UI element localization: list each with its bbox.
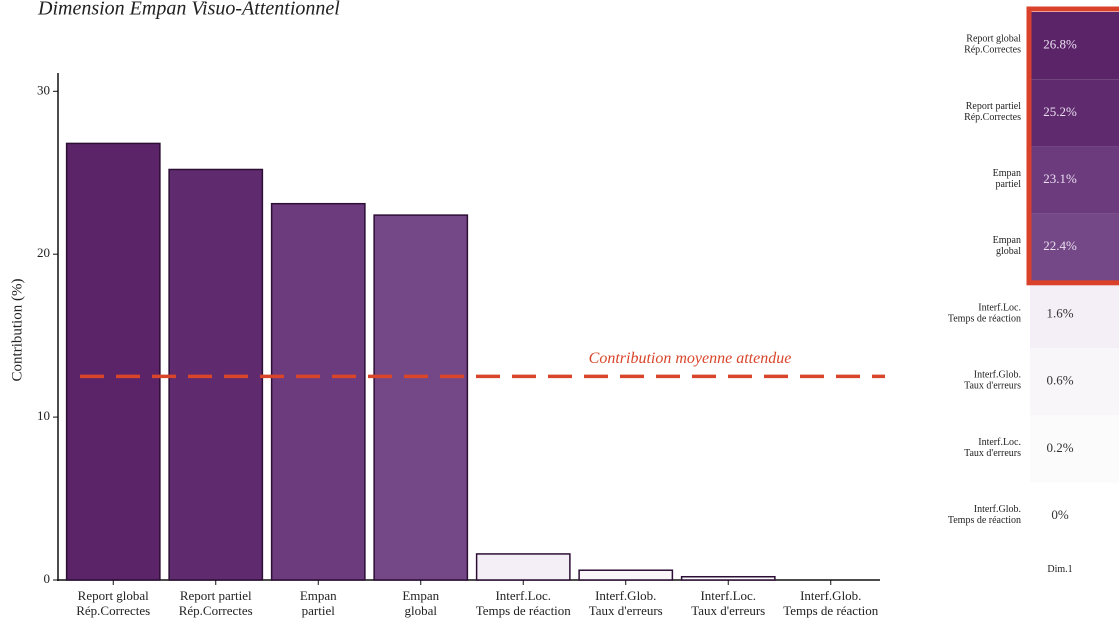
x-tick-label-line: Report global [78,588,150,603]
heatmap-cell [1030,415,1119,483]
y-tick-label: 0 [44,571,51,586]
x-tick-label-line: Interf.Glob. [595,588,656,603]
cell-label: 22.4% [1043,238,1077,253]
cell-label: 0% [1051,507,1069,522]
heatmap-cell [1030,280,1119,348]
x-tick-label-line: Rép.Correctes [179,603,253,618]
x-tick-label-line: Interf.Glob. [800,588,861,603]
row-label-line: Interf.Glob. [974,504,1021,515]
x-tick-label-line: Temps de réaction [476,603,572,618]
x-tick-label: Interf.Loc. Temps de réaction [476,588,572,618]
x-tick-label: Interf.Glob. Taux d'erreurs [589,588,663,618]
bar [270,202,366,581]
x-tick-label: Report global Rép.Correctes [76,588,150,618]
row-label-line: Temps de réaction [948,515,1021,526]
bar [65,142,161,581]
y-tick-label: 10 [37,408,50,423]
row-label-line: Empan [993,235,1021,246]
heatmap-cell [1030,146,1119,214]
x-tick-label-line: Empan [402,588,439,603]
y-tick-label: 30 [37,82,50,97]
x-tick-label-line: global [405,603,438,618]
y-tick-label: 20 [37,245,50,260]
cell-label: 0.6% [1046,373,1073,388]
cell-label: 1.6% [1046,305,1073,320]
row-label: Report partiel Rép.Correctes [964,101,1021,123]
x-tick-label-line: Taux d'erreurs [691,603,765,618]
row-label-line: Rép.Correctes [964,112,1021,123]
row-label-line: Temps de réaction [948,314,1021,325]
y-axis-label: Contribution (%) [9,279,25,382]
x-tick-label-line: Rép.Correctes [76,603,150,618]
x-tick-label-line: Interf.Loc. [700,588,756,603]
x-tick-label-line: Temps de réaction [783,603,879,618]
bar [680,575,776,581]
x-tick-label-line: Interf.Loc. [495,588,551,603]
row-label-line: Interf.Glob. [974,370,1021,381]
x-tick-label: Empan global [402,588,439,618]
column-label: Dim.1 [1047,564,1072,575]
chart-title: Dimension Empan Visuo-Attentionnel [37,0,340,20]
x-tick-label-line: Empan [300,588,337,603]
row-label-line: Interf.Loc. [978,303,1021,314]
bar [578,569,674,581]
x-tick-label: Interf.Loc. Taux d'erreurs [691,588,765,618]
heatmap-cell [1030,79,1119,147]
reference-label: Contribution moyenne attendue [589,350,792,367]
x-tick-label-line: partiel [302,603,336,618]
heatmap-cell [1030,482,1119,550]
x-tick-label-line: Report partiel [180,588,252,603]
row-label-line: Report partiel [966,101,1021,112]
row-label: Empan global [993,235,1022,257]
row-label: Interf.Glob. Taux d'erreurs [964,370,1021,392]
row-label: Interf.Loc. Temps de réaction [948,303,1021,325]
row-label-line: Empan [993,168,1021,179]
x-tick-label: Empan partiel [300,588,337,618]
x-tick-label: Interf.Glob. Temps de réaction [783,588,879,618]
highlight-box [1026,6,1119,286]
row-label-line: Taux d'erreurs [964,448,1021,459]
heatmap-cell [1030,348,1119,416]
cell-label: 0.2% [1046,440,1073,455]
row-label-line: Report global [966,34,1021,45]
heatmap-cell [1030,12,1119,80]
row-label: Interf.Loc. Taux d'erreurs [964,437,1021,459]
row-label: Interf.Glob. Temps de réaction [948,504,1021,526]
cell-label: 25.2% [1043,104,1077,119]
cell-label: 23.1% [1043,171,1077,186]
bar [475,553,571,581]
cell-label: 26.8% [1043,37,1077,52]
bar [168,168,264,581]
x-tick-label-line: Taux d'erreurs [589,603,663,618]
row-label-line: Interf.Loc. [978,437,1021,448]
row-label-line: global [996,246,1021,257]
heatmap-cell [1030,213,1119,281]
row-label-line: partiel [995,179,1021,190]
row-label: Report global Rép.Correctes [964,34,1021,56]
bar [373,214,469,581]
row-label-line: Taux d'erreurs [964,381,1021,392]
x-tick-label: Report partiel Rép.Correctes [179,588,253,618]
row-label: Empan partiel [993,168,1022,190]
row-label-line: Rép.Correctes [964,45,1021,56]
